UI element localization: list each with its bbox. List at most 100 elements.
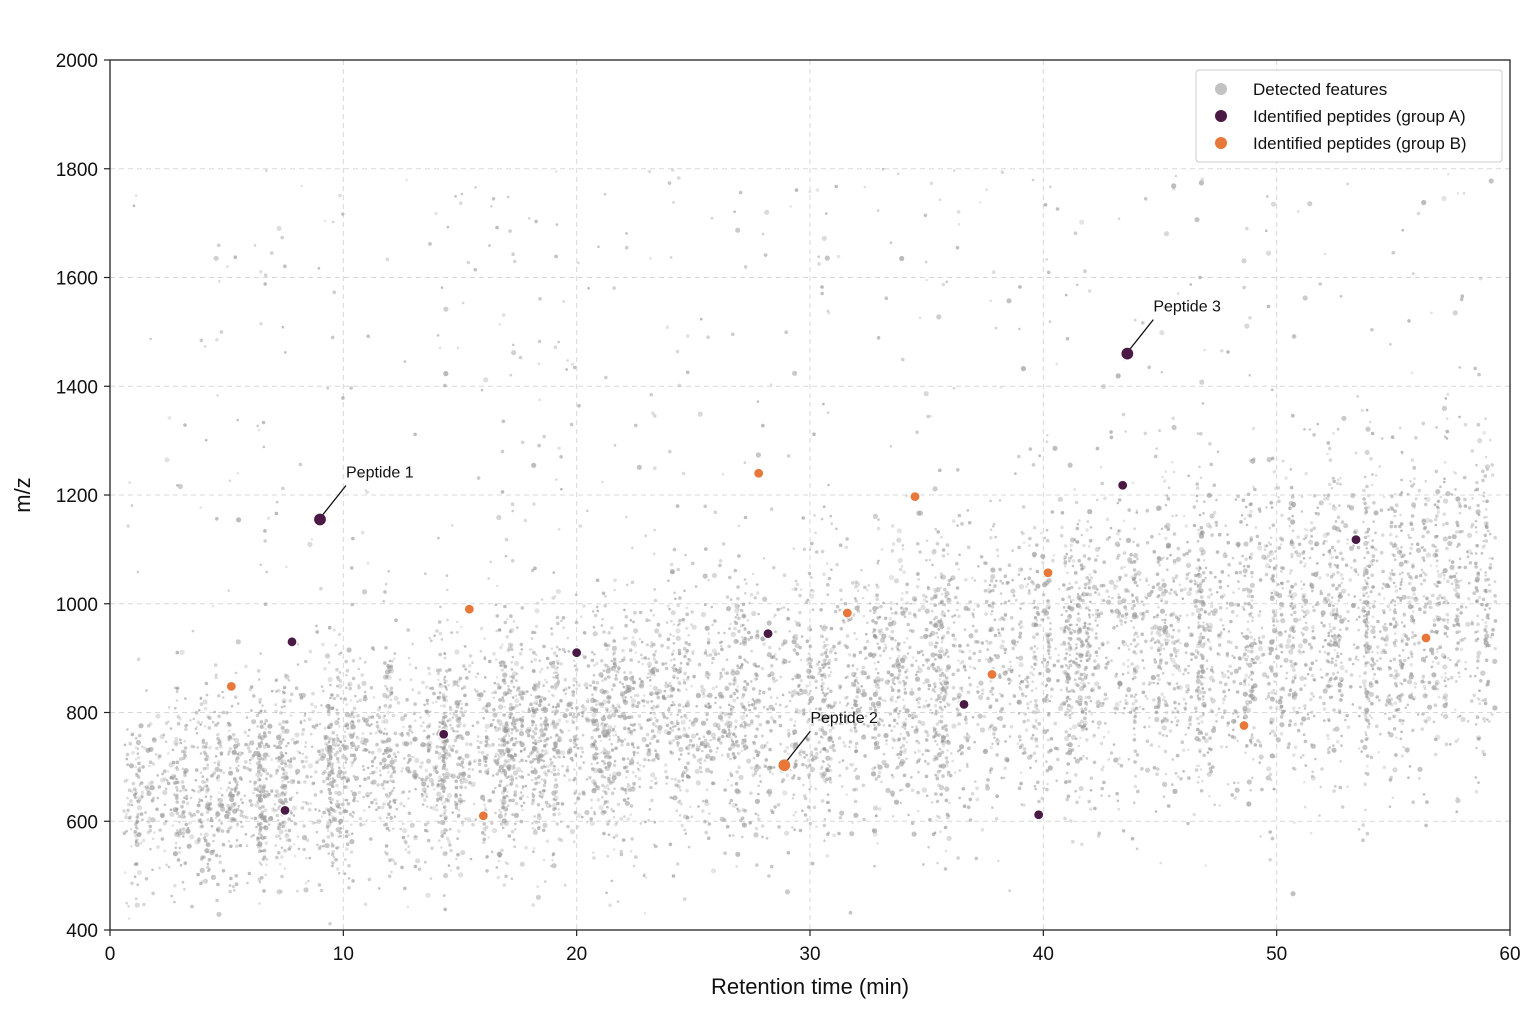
- detected-feature-point: [1327, 603, 1332, 608]
- detected-feature-point: [264, 841, 269, 845]
- detected-feature-point: [428, 743, 432, 747]
- detected-feature-point: [1331, 572, 1336, 577]
- detected-feature-point: [1279, 543, 1283, 546]
- detected-feature-point: [605, 668, 611, 674]
- detected-feature-point: [1490, 632, 1495, 637]
- detected-feature-point: [670, 610, 676, 616]
- detected-feature-point: [1423, 605, 1427, 609]
- detected-feature-point: [1036, 647, 1039, 650]
- detected-feature-point: [1339, 759, 1342, 763]
- detected-feature-point: [873, 864, 876, 868]
- detected-feature-point: [1427, 704, 1433, 710]
- detected-feature-point: [736, 664, 739, 667]
- detected-feature-point: [265, 777, 268, 780]
- detected-feature-point: [827, 673, 831, 678]
- detected-feature-point: [1035, 632, 1039, 636]
- detected-feature-point: [1164, 613, 1168, 617]
- detected-feature-point: [443, 800, 447, 804]
- detected-feature-point: [1060, 525, 1064, 530]
- detected-feature-point: [1113, 584, 1116, 587]
- detected-feature-point: [1117, 595, 1121, 600]
- detected-feature-point: [557, 340, 560, 344]
- detected-feature-point: [543, 770, 547, 775]
- detected-feature-point: [593, 664, 596, 667]
- detected-feature-point: [156, 796, 160, 800]
- detected-feature-point: [1362, 488, 1366, 493]
- detected-feature-point: [917, 578, 920, 581]
- detected-feature-point: [765, 837, 769, 840]
- detected-feature-point: [1195, 678, 1201, 685]
- detected-feature-point: [1452, 574, 1457, 579]
- detected-feature-point: [1243, 601, 1248, 606]
- detected-feature-point: [166, 770, 170, 773]
- detected-feature-point: [237, 804, 240, 808]
- detected-feature-point: [1330, 684, 1333, 688]
- detected-feature-point: [227, 589, 230, 592]
- detected-feature-point: [828, 776, 832, 781]
- detected-feature-point: [1046, 578, 1052, 584]
- detected-feature-point: [1395, 535, 1398, 538]
- detected-feature-point: [557, 718, 562, 722]
- detected-feature-point: [280, 846, 284, 849]
- detected-feature-point: [1117, 686, 1121, 690]
- detected-feature-point: [304, 745, 307, 748]
- detected-feature-point: [437, 536, 440, 540]
- detected-feature-point: [980, 828, 985, 832]
- detected-feature-point: [1030, 689, 1034, 692]
- detected-feature-point: [824, 212, 828, 215]
- detected-feature-point: [546, 769, 551, 773]
- detected-feature-point: [1270, 201, 1277, 207]
- detected-feature-point: [514, 827, 517, 831]
- detected-feature-point: [452, 712, 456, 716]
- detected-feature-point: [519, 791, 523, 794]
- detected-feature-point: [1244, 323, 1250, 329]
- detected-feature-point: [661, 662, 665, 666]
- detected-feature-point: [583, 682, 589, 688]
- detected-feature-point: [993, 633, 998, 638]
- detected-feature-point: [1457, 501, 1462, 506]
- detected-feature-point: [169, 811, 175, 817]
- detected-feature-point: [974, 856, 979, 861]
- detected-feature-point: [270, 807, 275, 812]
- detected-feature-point: [228, 750, 231, 753]
- detected-feature-point: [163, 777, 167, 781]
- detected-feature-point: [998, 692, 1002, 695]
- detected-feature-point: [401, 740, 407, 747]
- detected-feature-point: [1116, 531, 1120, 536]
- detected-feature-point: [673, 703, 676, 706]
- detected-feature-point: [1114, 674, 1118, 678]
- detected-feature-point: [670, 619, 673, 623]
- detected-feature-point: [1085, 593, 1089, 596]
- detected-feature-point: [1410, 514, 1415, 518]
- detected-feature-point: [1177, 629, 1181, 633]
- detected-feature-point: [325, 776, 330, 781]
- detected-feature-point: [736, 807, 739, 811]
- detected-feature-point: [862, 817, 866, 822]
- detected-feature-point: [570, 706, 574, 710]
- detected-feature-point: [1357, 747, 1361, 750]
- detected-feature-point: [346, 802, 351, 806]
- detected-feature-point: [739, 624, 744, 628]
- detected-feature-point: [497, 727, 502, 731]
- detected-feature-point: [774, 630, 777, 633]
- detected-feature-point: [951, 615, 954, 618]
- detected-feature-point: [1032, 725, 1037, 729]
- detected-feature-point: [321, 839, 326, 843]
- detected-feature-point: [1381, 587, 1384, 590]
- detected-feature-point: [1333, 616, 1338, 620]
- detected-feature-point: [569, 422, 574, 427]
- detected-feature-point: [1476, 622, 1480, 627]
- detected-feature-point: [1130, 836, 1135, 841]
- detected-feature-point: [537, 774, 541, 779]
- detected-feature-point: [1435, 514, 1439, 518]
- detected-feature-point: [1336, 515, 1341, 520]
- detected-feature-point: [899, 732, 902, 736]
- detected-feature-point: [1476, 655, 1480, 659]
- detected-feature-point: [343, 872, 347, 875]
- detected-feature-point: [1406, 703, 1410, 707]
- detected-feature-point: [1338, 594, 1341, 598]
- detected-feature-point: [496, 514, 502, 521]
- detected-feature-point: [1247, 683, 1251, 686]
- detected-feature-point: [903, 691, 908, 695]
- detected-feature-point: [988, 704, 993, 708]
